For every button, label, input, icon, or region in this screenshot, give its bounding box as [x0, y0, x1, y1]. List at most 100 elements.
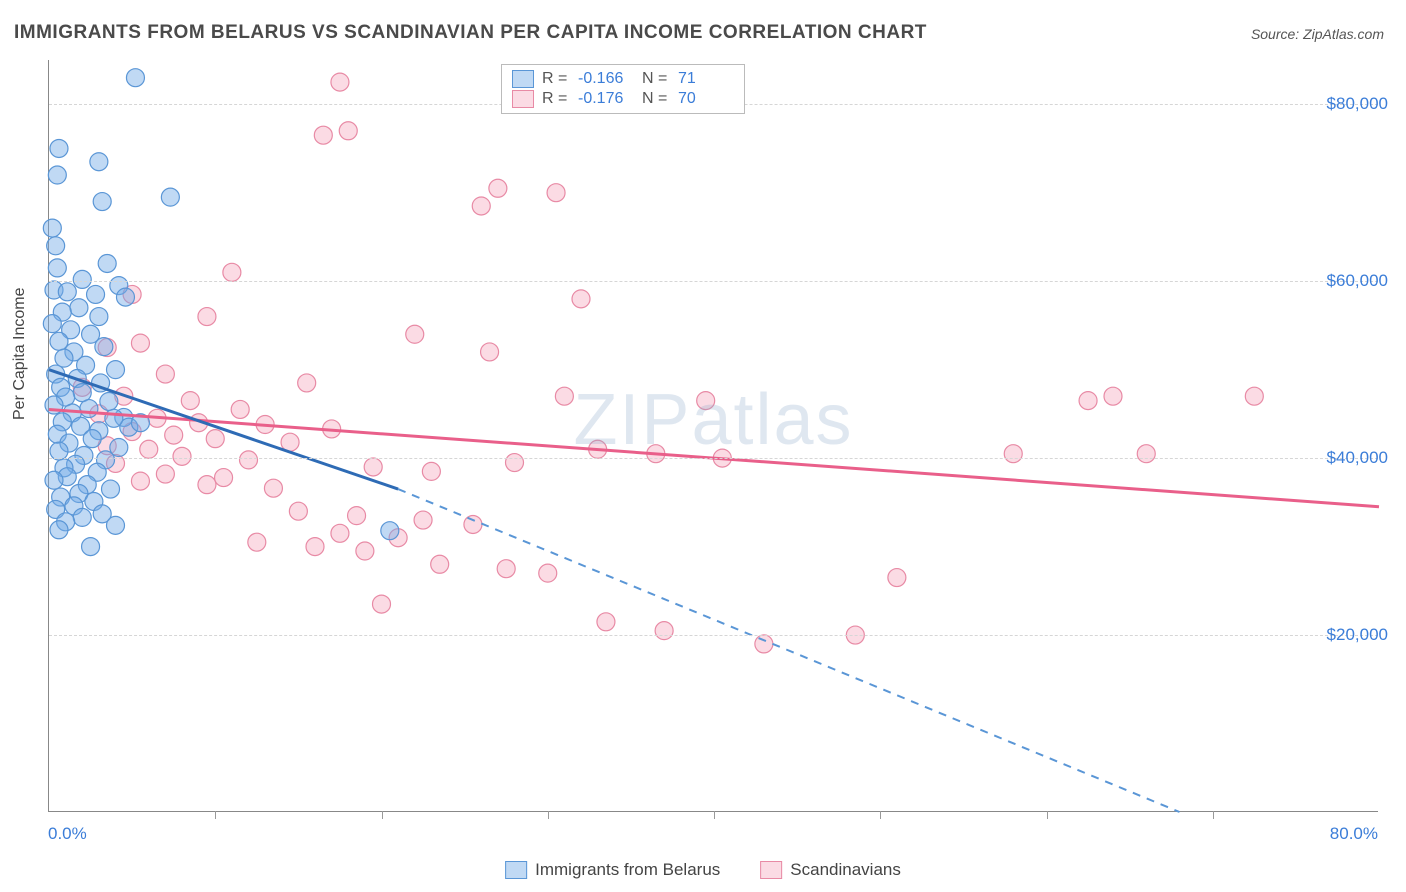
data-point	[381, 522, 399, 540]
data-point	[198, 476, 216, 494]
legend-bottom: Immigrants from Belarus Scandinavians	[505, 860, 901, 880]
data-point	[298, 374, 316, 392]
legend-label: Immigrants from Belarus	[535, 860, 720, 880]
data-point	[161, 188, 179, 206]
data-point	[406, 325, 424, 343]
data-point	[481, 343, 499, 361]
data-point	[181, 392, 199, 410]
data-point	[107, 516, 125, 534]
data-point	[131, 472, 149, 490]
data-point	[43, 315, 61, 333]
x-tick	[215, 811, 216, 819]
legend-label: Scandinavians	[790, 860, 901, 880]
data-point	[140, 440, 158, 458]
data-point	[697, 392, 715, 410]
data-point	[43, 219, 61, 237]
data-point	[572, 290, 590, 308]
data-point	[70, 299, 88, 317]
y-tick-label: $80,000	[1327, 94, 1388, 114]
x-tick	[1047, 811, 1048, 819]
legend-item-series2: Scandinavians	[760, 860, 901, 880]
gridline-h	[49, 458, 1378, 459]
data-point	[100, 392, 118, 410]
data-point	[364, 458, 382, 476]
data-point	[331, 73, 349, 91]
data-point	[597, 613, 615, 631]
data-point	[489, 179, 507, 197]
data-point	[1104, 387, 1122, 405]
data-point	[95, 338, 113, 356]
x-tick	[1213, 811, 1214, 819]
data-point	[50, 521, 68, 539]
data-point	[1079, 392, 1097, 410]
x-tick	[548, 811, 549, 819]
data-point	[198, 308, 216, 326]
data-point	[98, 254, 116, 272]
data-point	[339, 122, 357, 140]
data-point	[107, 361, 125, 379]
gridline-h	[49, 281, 1378, 282]
gridline-h	[49, 635, 1378, 636]
data-point	[80, 400, 98, 418]
data-point	[464, 515, 482, 533]
data-point	[83, 430, 101, 448]
data-point	[55, 349, 73, 367]
x-min-label: 0.0%	[48, 824, 87, 844]
data-point	[547, 184, 565, 202]
chart-title: IMMIGRANTS FROM BELARUS VS SCANDINAVIAN …	[14, 22, 927, 44]
data-point	[48, 166, 66, 184]
data-point	[888, 569, 906, 587]
data-point	[131, 334, 149, 352]
x-tick	[880, 811, 881, 819]
source-label: Source: ZipAtlas.com	[1251, 26, 1384, 42]
data-point	[422, 462, 440, 480]
data-point	[156, 365, 174, 383]
r-value: -0.176	[578, 90, 634, 108]
data-point	[90, 308, 108, 326]
data-point	[306, 538, 324, 556]
x-max-label: 80.0%	[1330, 824, 1378, 844]
data-point	[50, 139, 68, 157]
data-point	[248, 533, 266, 551]
n-value: 70	[678, 90, 734, 108]
data-point	[314, 126, 332, 144]
data-point	[165, 426, 183, 444]
n-label: N =	[642, 90, 670, 108]
data-point	[356, 542, 374, 560]
data-point	[223, 263, 241, 281]
data-point	[264, 479, 282, 497]
swatch-series2	[512, 90, 534, 108]
data-point	[47, 237, 65, 255]
data-point	[105, 409, 123, 427]
data-point	[73, 270, 91, 288]
data-point	[506, 454, 524, 472]
legend-correlation-box: R = -0.166 N = 71 R = -0.176 N = 70	[501, 64, 745, 114]
y-tick-label: $40,000	[1327, 448, 1388, 468]
data-point	[50, 332, 68, 350]
data-point	[206, 430, 224, 448]
r-label: R =	[542, 90, 570, 108]
legend-item-series1: Immigrants from Belarus	[505, 860, 720, 880]
y-axis-label: Per Capita Income	[11, 287, 29, 420]
chart-svg	[49, 60, 1378, 811]
data-point	[331, 524, 349, 542]
trendline-series1-dashed	[398, 489, 1179, 812]
data-point	[555, 387, 573, 405]
data-point	[48, 259, 66, 277]
data-point	[373, 595, 391, 613]
swatch-series2	[760, 861, 782, 879]
data-point	[240, 451, 258, 469]
r-value: -0.166	[578, 70, 634, 88]
data-point	[1004, 445, 1022, 463]
data-point	[116, 288, 134, 306]
data-point	[231, 400, 249, 418]
data-point	[126, 69, 144, 87]
data-point	[348, 507, 366, 525]
data-point	[45, 471, 63, 489]
data-point	[472, 197, 490, 215]
data-point	[414, 511, 432, 529]
plot-area: ZIPatlas R = -0.166 N = 71 R = -0.176 N …	[48, 60, 1378, 812]
data-point	[156, 465, 174, 483]
n-label: N =	[642, 70, 670, 88]
x-tick	[382, 811, 383, 819]
